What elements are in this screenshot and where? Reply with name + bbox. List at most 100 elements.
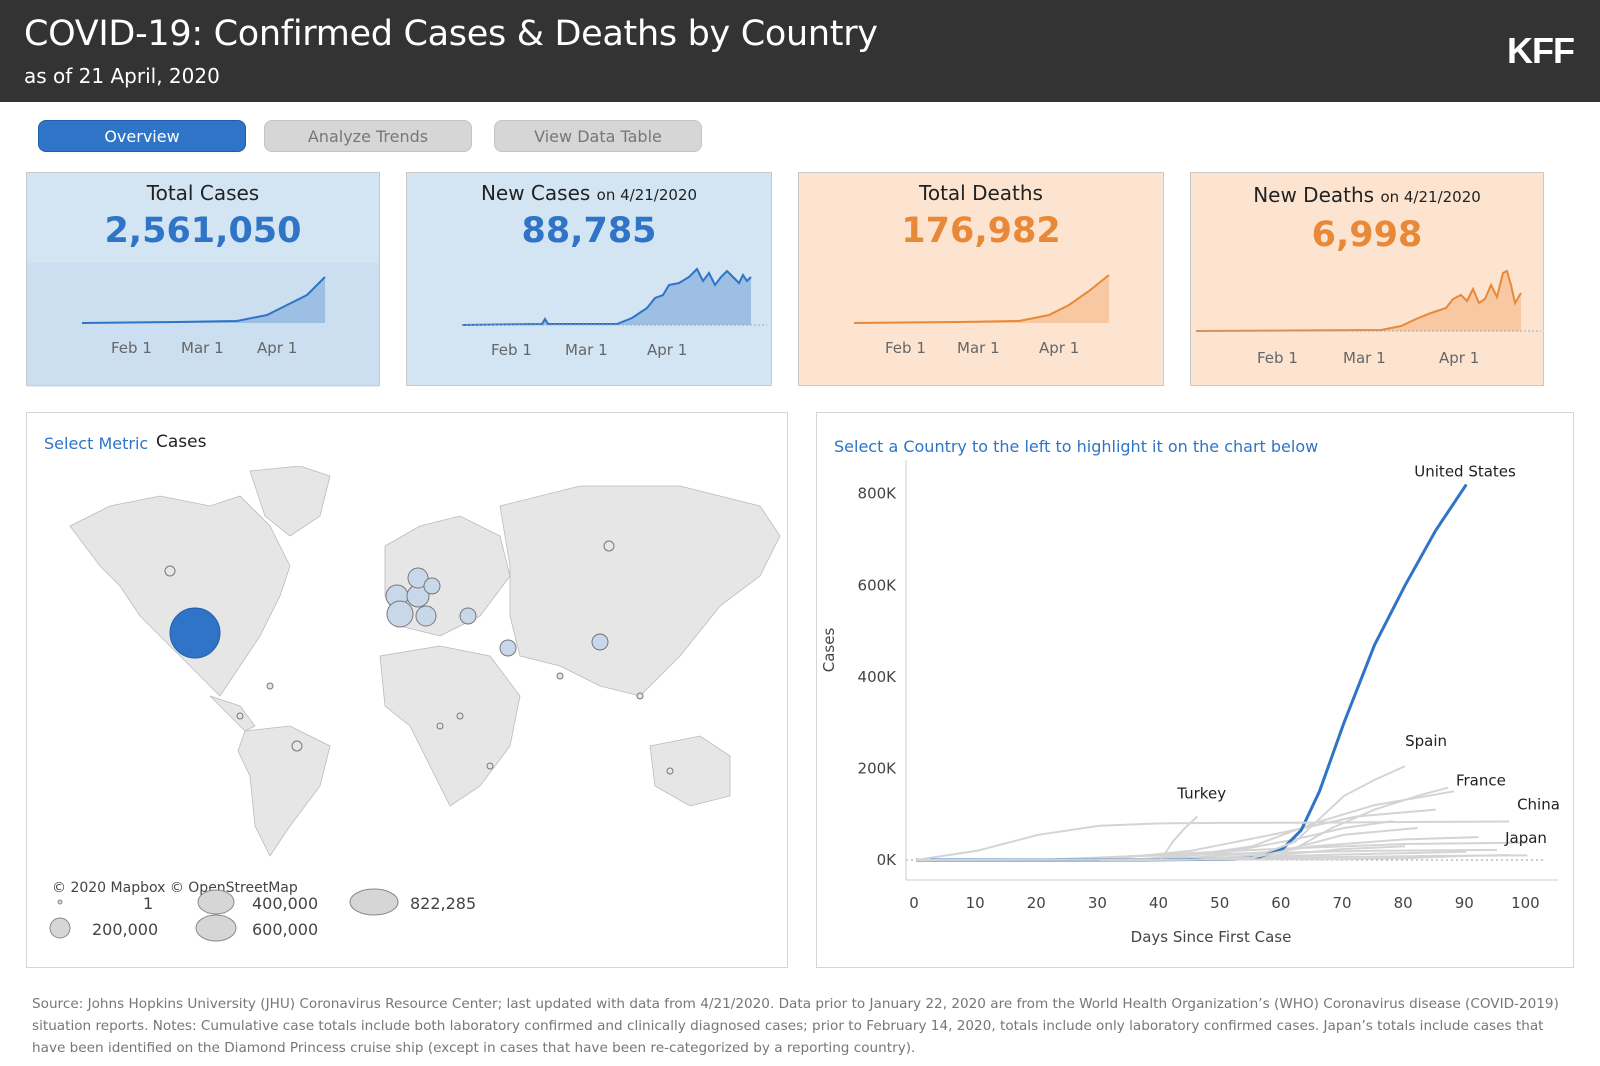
- tick-apr: Apr 1: [647, 341, 687, 359]
- x-tick-90: 90: [1455, 894, 1474, 912]
- x-tick-0: 0: [909, 894, 919, 912]
- country-label-united-states: United States: [1414, 463, 1516, 481]
- map-credit: © 2020 Mapbox © OpenStreetMap: [52, 880, 298, 896]
- x-tick-100: 100: [1511, 894, 1540, 912]
- new-cases-label: New Cases on 4/21/2020: [480, 181, 698, 205]
- tick-apr: Apr 1: [1039, 339, 1079, 357]
- bubble-iran: [499, 639, 517, 657]
- background-series-line: [1129, 820, 1394, 861]
- central-america-shape: [209, 695, 256, 732]
- tick-apr: Apr 1: [257, 339, 297, 357]
- world-map[interactable]: [40, 466, 784, 866]
- bubble-africa-2: [436, 722, 444, 730]
- new-deaths-card: New Deaths on 4/21/2020 6,998 Feb 1 Mar …: [1190, 172, 1544, 386]
- bubble-india: [556, 672, 564, 680]
- y-tick-400K: 400K: [858, 668, 898, 686]
- bubble-caribbean: [266, 682, 274, 690]
- tab-view-data-table[interactable]: View Data Table: [494, 120, 702, 152]
- bubble-spain-alt: [386, 600, 414, 628]
- series-line-china: [915, 820, 1510, 861]
- greenland-shape: [249, 466, 331, 537]
- x-tick-70: 70: [1332, 894, 1351, 912]
- y-tick-200K: 200K: [858, 759, 898, 777]
- country-label-france: France: [1456, 772, 1506, 790]
- legend-400k: 400,000: [252, 894, 319, 913]
- legend-822k: 822,285: [410, 894, 477, 913]
- page-subtitle: as of 21 April, 2020: [24, 64, 220, 88]
- trend-panel: [816, 412, 1574, 968]
- x-tick-20: 20: [1027, 894, 1046, 912]
- new-cases-sparkline: Feb 1 Mar 1 Apr 1: [461, 267, 767, 359]
- legend-200k: 200,000: [92, 920, 159, 939]
- x-tick-60: 60: [1271, 894, 1290, 912]
- total-deaths-sparkline: Feb 1 Mar 1 Apr 1: [853, 274, 1110, 357]
- series-line-turkey: [1159, 815, 1198, 861]
- new-cases-value: 88,785: [521, 211, 657, 251]
- x-tick-10: 10: [966, 894, 985, 912]
- x-axis-label: Days Since First Case: [1131, 928, 1292, 946]
- tab-overview[interactable]: Overview: [38, 120, 246, 152]
- y-tick-600K: 600K: [858, 576, 898, 594]
- total-cases-value: 2,561,050: [104, 211, 302, 251]
- kff-logo: KFF: [1507, 30, 1575, 71]
- bubble-russia: [603, 540, 615, 552]
- bubble-china: [591, 633, 609, 651]
- bubble-uk: [407, 567, 429, 589]
- asia-shape: [499, 485, 781, 697]
- legend-swatch-600k: [195, 914, 237, 942]
- y-tick-0K: 0K: [877, 851, 898, 869]
- select-metric-dropdown[interactable]: Cases: [156, 432, 207, 452]
- country-label-japan: Japan: [1504, 829, 1547, 847]
- legend-1: 1: [143, 894, 154, 913]
- x-tick-30: 30: [1088, 894, 1107, 912]
- bubble-turkey: [459, 607, 477, 625]
- bubble-africa: [456, 712, 464, 720]
- legend-swatch-822k: [349, 888, 399, 916]
- y-tick-800K: 800K: [858, 485, 898, 503]
- page-title: COVID-19: Confirmed Cases & Deaths by Co…: [24, 14, 878, 54]
- new-deaths-sparkline: Feb 1 Mar 1 Apr 1: [1195, 269, 1541, 367]
- bubble-brazil: [291, 740, 303, 752]
- y-axis-label: Cases: [820, 628, 838, 673]
- north-america-shape: [69, 495, 291, 697]
- x-tick-50: 50: [1210, 894, 1229, 912]
- legend-swatch-200k: [49, 917, 71, 939]
- country-label-china: China: [1517, 796, 1560, 814]
- total-cases-card: Total Cases 2,561,050 Feb 1 Mar 1 Apr 1: [26, 172, 380, 387]
- legend-swatch-400k: [197, 889, 235, 915]
- chart-instruction: Select a Country to the left to highligh…: [834, 437, 1319, 456]
- select-metric-label: Select Metric: [44, 434, 149, 453]
- tick-apr: Apr 1: [1439, 349, 1479, 367]
- total-cases-sparkline: Feb 1 Mar 1 Apr 1: [27, 263, 379, 387]
- bubble-germany: [423, 577, 441, 595]
- tick-mar: Mar 1: [1343, 349, 1386, 367]
- tick-feb: Feb 1: [1257, 349, 1298, 367]
- background-series-line: [1160, 827, 1418, 861]
- total-cases-label: Total Cases: [146, 181, 260, 205]
- total-deaths-label: Total Deaths: [919, 181, 1043, 205]
- legend-swatch-1: [57, 899, 63, 905]
- country-label-turkey: Turkey: [1176, 785, 1226, 803]
- bubble-se-asia: [636, 692, 644, 700]
- bubble-united-states: [169, 607, 221, 659]
- tick-feb: Feb 1: [491, 341, 532, 359]
- country-label-spain: Spain: [1405, 732, 1447, 750]
- background-series-line: [1099, 808, 1436, 861]
- australia-shape: [649, 735, 731, 807]
- tab-analyze-trends[interactable]: Analyze Trends: [264, 120, 472, 152]
- south-america-shape: [237, 725, 331, 857]
- new-deaths-date: on 4/21/2020: [1380, 188, 1481, 206]
- bubble-italy: [415, 605, 437, 627]
- bubble-canada: [164, 565, 176, 577]
- tick-feb: Feb 1: [885, 339, 926, 357]
- bubble-australia: [666, 767, 674, 775]
- new-deaths-label: New Deaths on 4/21/2020: [1253, 183, 1481, 207]
- tick-mar: Mar 1: [565, 341, 608, 359]
- x-tick-80: 80: [1394, 894, 1413, 912]
- source-note: Source: Johns Hopkins University (JHU) C…: [32, 996, 1559, 1056]
- trend-chart[interactable]: United States Spain France China Turkey Japan…: [816, 460, 1572, 968]
- total-deaths-card: Total Deaths 176,982 Feb 1 Mar 1 Apr 1: [798, 172, 1164, 386]
- legend-600k: 600,000: [252, 920, 319, 939]
- africa-shape: [379, 645, 521, 807]
- bubble-mexico: [236, 712, 244, 720]
